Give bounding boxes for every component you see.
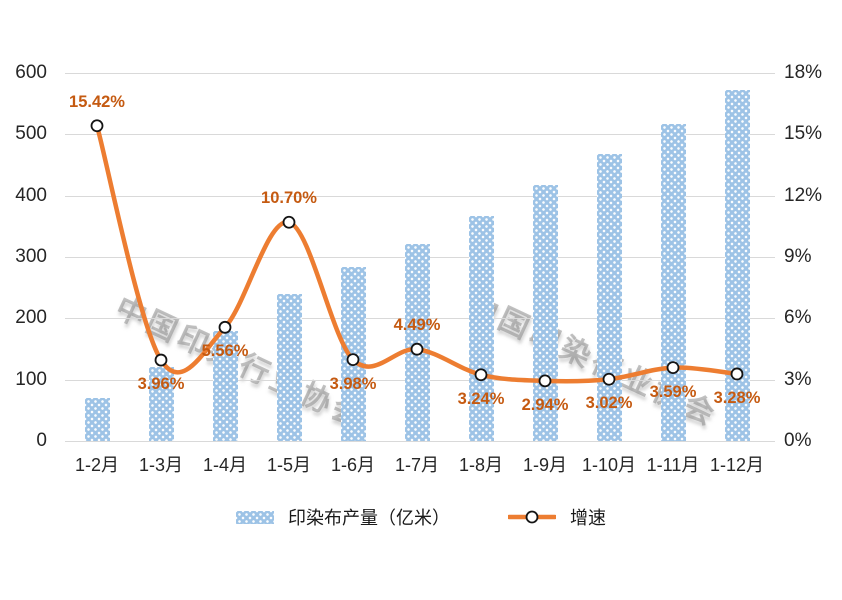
x-axis-label: 1-11月 bbox=[646, 455, 700, 475]
bar bbox=[596, 153, 622, 441]
left-axis-tick: 600 bbox=[15, 62, 47, 83]
data-label: 3.02% bbox=[585, 394, 633, 413]
x-axis-label: 1-6月 bbox=[330, 455, 376, 475]
legend-line-label: 增速 bbox=[570, 508, 606, 528]
x-axis-label: 1-3月 bbox=[138, 455, 184, 475]
line-marker bbox=[602, 372, 616, 386]
gridline bbox=[65, 441, 775, 442]
data-label: 10.70% bbox=[261, 189, 317, 208]
right-axis-tick: 0% bbox=[784, 430, 812, 451]
bar bbox=[84, 398, 110, 441]
line-marker bbox=[538, 374, 552, 388]
right-axis-tick: 3% bbox=[784, 368, 812, 390]
x-axis-label: 1-12月 bbox=[709, 455, 765, 475]
x-axis-label: 1-7月 bbox=[394, 455, 440, 475]
bar bbox=[532, 185, 558, 441]
line-marker bbox=[154, 353, 168, 367]
x-axis-label: 1-2月 bbox=[74, 455, 120, 475]
line-marker bbox=[474, 368, 488, 382]
bar bbox=[148, 366, 174, 441]
line-marker bbox=[666, 361, 680, 375]
left-axis-tick: 100 bbox=[15, 368, 47, 390]
left-axis-tick: 400 bbox=[15, 184, 47, 206]
x-axis-label: 1-4月 bbox=[202, 455, 248, 475]
data-label: 3.24% bbox=[457, 389, 505, 408]
right-axis-tick: 12% bbox=[784, 184, 823, 206]
growth-line-layer bbox=[90, 119, 744, 388]
bar bbox=[468, 215, 494, 441]
right-percent-axis: 18% 15% 12% 9% 6% 3% 0% bbox=[784, 62, 840, 451]
plot-area: 中国印染行业协会 中国印染行业协会 15.42% 3.96% 5.56% 10.70%… bbox=[65, 73, 775, 442]
data-label: 2.94% bbox=[521, 395, 569, 414]
left-axis-tick: 200 bbox=[15, 307, 47, 329]
left-axis-tick: 0 bbox=[36, 430, 47, 451]
x-axis-label: 1-8月 bbox=[458, 455, 504, 475]
line-marker bbox=[346, 353, 360, 367]
bar bbox=[660, 123, 686, 441]
legend-line-swatch-icon bbox=[508, 509, 556, 525]
line-marker bbox=[410, 342, 424, 356]
data-label: 3.59% bbox=[649, 382, 697, 401]
right-axis-tick: 15% bbox=[784, 123, 823, 145]
data-label: 3.28% bbox=[713, 388, 761, 407]
gridline bbox=[65, 73, 775, 74]
data-label: 4.49% bbox=[393, 316, 441, 335]
data-label: 3.96% bbox=[137, 375, 185, 394]
left-value-axis: 600 500 400 300 200 100 0 bbox=[0, 62, 47, 451]
line-marker bbox=[282, 215, 296, 229]
x-axis-label: 1-5月 bbox=[266, 455, 312, 475]
data-label: 15.42% bbox=[69, 92, 125, 111]
gridline bbox=[65, 195, 775, 197]
data-label: 3.98% bbox=[329, 374, 377, 393]
line-marker bbox=[730, 367, 744, 381]
x-axis-label: 1-10月 bbox=[581, 455, 637, 475]
legend-bar-swatch-icon bbox=[236, 510, 274, 524]
right-axis-tick: 6% bbox=[784, 307, 812, 329]
bar bbox=[212, 331, 238, 441]
right-axis-tick: 18% bbox=[784, 62, 823, 83]
left-axis-tick: 500 bbox=[15, 123, 47, 145]
category-axis: 1-2月 1-3月 1-4月 1-5月 1-6月 1-7月 1-8月 1-9月 1-10月 1-1… bbox=[65, 451, 775, 475]
x-axis-label: 1-9月 bbox=[522, 455, 568, 475]
line-marker bbox=[90, 119, 104, 133]
bar bbox=[276, 294, 302, 441]
bar bbox=[724, 89, 750, 441]
left-axis-tick: 300 bbox=[15, 246, 47, 267]
gridline bbox=[65, 134, 775, 136]
line-marker bbox=[218, 320, 232, 334]
data-label: 5.56% bbox=[201, 342, 249, 361]
bar bbox=[404, 244, 430, 441]
legend: 印染布产量（亿米） 增速 bbox=[0, 504, 842, 530]
legend-bar-label: 印染布产量（亿米） bbox=[288, 508, 450, 528]
right-axis-tick: 9% bbox=[784, 246, 812, 267]
